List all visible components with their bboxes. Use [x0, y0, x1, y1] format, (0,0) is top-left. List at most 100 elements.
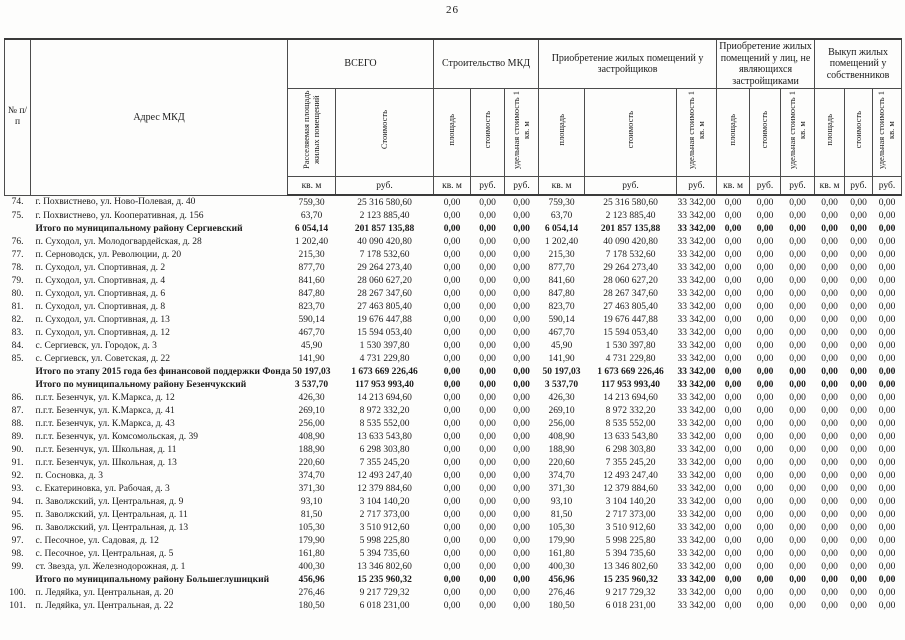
summary-row: Итого по муниципальному району Сергиевск…: [5, 222, 902, 235]
cell-total-cost: 4 731 229,80: [359, 353, 410, 364]
cell-buyout-area: 0,00: [821, 444, 838, 455]
row-address: г. Похвистнево, ул. Кооперативная, д. 15…: [35, 210, 204, 221]
col-header-address: Адрес МКД: [30, 38, 288, 196]
col-nondev-unitcost-label: удельная стоимость 1 кв. м: [786, 90, 807, 170]
row-address: с. Песочное, ул. Центральная, д. 5: [35, 548, 174, 559]
cell-dev-unitcost: 33 342,00: [677, 301, 716, 312]
cell-buyout-unitcost: 0,00: [878, 470, 896, 481]
cell-total-cost: 6 298 303,80: [359, 444, 410, 455]
cell-constr-unitcost: 0,00: [513, 535, 530, 546]
cell-total-area: 180,50: [298, 600, 325, 611]
cell-total-area: 269,10: [298, 405, 325, 416]
row-number: 74.: [11, 197, 24, 208]
row-address: п.г.т. Безенчук, ул. Школьная, д. 13: [35, 457, 177, 468]
cell-buyout-unitcost: 0,00: [878, 262, 896, 273]
cell-buyout-cost: 0,00: [850, 444, 867, 455]
unit-total-cost: руб.: [334, 176, 435, 196]
row-address: п. Суходол, ул. Спортивная, д. 13: [35, 314, 170, 325]
cell-nondev-cost: 0,00: [756, 431, 774, 442]
cell-buyout-unitcost: 0,00: [878, 496, 896, 507]
cell-nondev-area: 0,00: [724, 327, 742, 338]
cell-total-cost: 13 346 802,60: [357, 561, 412, 572]
col-constr-cost-label: стоимость: [481, 111, 492, 149]
cell-dev-area: 456,96: [548, 574, 575, 585]
cell-nondev-cost: 0,00: [756, 483, 774, 494]
row-number: 99.: [11, 561, 24, 572]
cell-buyout-unitcost: 0,00: [878, 392, 896, 403]
cell-constr-unitcost: 0,00: [513, 288, 530, 299]
cell-dev-unitcost: 33 342,00: [677, 457, 716, 468]
unit-buyout-cost: руб.: [844, 176, 874, 196]
cell-constr-cost: 0,00: [479, 405, 496, 416]
row-number: 81.: [11, 301, 24, 312]
cell-buyout-unitcost: 0,00: [878, 210, 896, 221]
cell-dev-unitcost: 33 342,00: [677, 405, 716, 416]
cell-nondev-area: 0,00: [724, 249, 742, 260]
cell-constr-unitcost: 0,00: [513, 197, 530, 208]
cell-constr-area: 0,00: [443, 587, 461, 598]
cell-buyout-area: 0,00: [821, 262, 838, 273]
cell-constr-cost: 0,00: [479, 236, 496, 247]
cell-buyout-cost: 0,00: [850, 366, 867, 377]
cell-dev-unitcost: 33 342,00: [677, 392, 716, 403]
table-row: 90. п.г.т. Безенчук, ул. Школьная, д. 11 1…: [5, 443, 902, 456]
cell-total-area: 161,80: [298, 548, 325, 559]
table-row: 82. п. Суходол, ул. Спортивная, д. 13 590,…: [5, 313, 902, 326]
cell-constr-area: 0,00: [443, 379, 461, 390]
cell-total-area: 759,30: [298, 197, 325, 208]
unit-nondev-unitcost: руб.: [780, 176, 816, 196]
cell-constr-area: 0,00: [443, 301, 461, 312]
cell-total-area: 1 202,40: [294, 236, 329, 247]
cell-dev-cost: 7 178 532,60: [605, 249, 656, 260]
cell-total-area: 374,70: [298, 470, 325, 481]
cell-dev-cost: 25 316 580,60: [603, 197, 658, 208]
cell-constr-area: 0,00: [443, 561, 461, 572]
cell-dev-area: 179,90: [548, 535, 575, 546]
cell-constr-cost: 0,00: [479, 301, 496, 312]
cell-total-cost: 9 217 729,32: [359, 587, 410, 598]
row-address: п.г.т. Безенчук, ул. Комсомольская, д. 3…: [35, 431, 198, 442]
cell-buyout-cost: 0,00: [850, 509, 867, 520]
cell-dev-area: 50 197,03: [542, 366, 581, 377]
cell-constr-cost: 0,00: [479, 561, 496, 572]
col-nondev-cost: стоимость: [749, 88, 782, 177]
cell-buyout-cost: 0,00: [850, 392, 867, 403]
page-number: 26: [446, 4, 459, 16]
cell-nondev-cost: 0,00: [756, 223, 774, 234]
cell-constr-cost: 0,00: [479, 496, 496, 507]
row-number: 93.: [11, 483, 24, 494]
cell-buyout-cost: 0,00: [850, 314, 867, 325]
cell-buyout-cost: 0,00: [850, 483, 867, 494]
cell-nondev-cost: 0,00: [756, 418, 774, 429]
row-address: п.г.т. Безенчук, ул. К.Маркса, д. 43: [35, 418, 175, 429]
unit-constr-unitcost: руб.: [504, 176, 540, 196]
cell-buyout-area: 0,00: [821, 301, 838, 312]
cell-total-area: 408,90: [298, 431, 325, 442]
cell-constr-cost: 0,00: [479, 470, 496, 481]
cell-nondev-area: 0,00: [724, 444, 742, 455]
cell-dev-unitcost: 33 342,00: [677, 379, 716, 390]
cell-buyout-unitcost: 0,00: [878, 197, 896, 208]
unit-nondev-area: кв. м: [716, 176, 751, 196]
table-row: 97. с. Песочное, ул. Садовая, д. 12 179,90…: [5, 534, 902, 547]
unit-nondev-cost: руб.: [749, 176, 782, 196]
row-address: п.г.т. Безенчук, ул. Школьная, д. 11: [35, 444, 177, 455]
cell-buyout-cost: 0,00: [850, 470, 867, 481]
row-number: 83.: [11, 327, 24, 338]
cell-nondev-unitcost: 0,00: [789, 496, 806, 507]
cell-buyout-unitcost: 0,00: [878, 431, 896, 442]
row-number: 88.: [11, 418, 24, 429]
cell-constr-unitcost: 0,00: [513, 353, 530, 364]
cell-dev-unitcost: 33 342,00: [677, 418, 716, 429]
cell-total-area: 847,80: [298, 288, 325, 299]
cell-nondev-cost: 0,00: [756, 509, 774, 520]
table-row: 81. п. Суходол, ул. Спортивная, д. 8 823,7…: [5, 300, 902, 313]
cell-constr-cost: 0,00: [479, 418, 496, 429]
cell-constr-cost: 0,00: [479, 379, 496, 390]
cell-nondev-area: 0,00: [724, 314, 742, 325]
cell-buyout-area: 0,00: [821, 314, 838, 325]
cell-buyout-area: 0,00: [821, 249, 838, 260]
cell-constr-area: 0,00: [443, 470, 461, 481]
cell-dev-cost: 1 530 397,80: [605, 340, 656, 351]
